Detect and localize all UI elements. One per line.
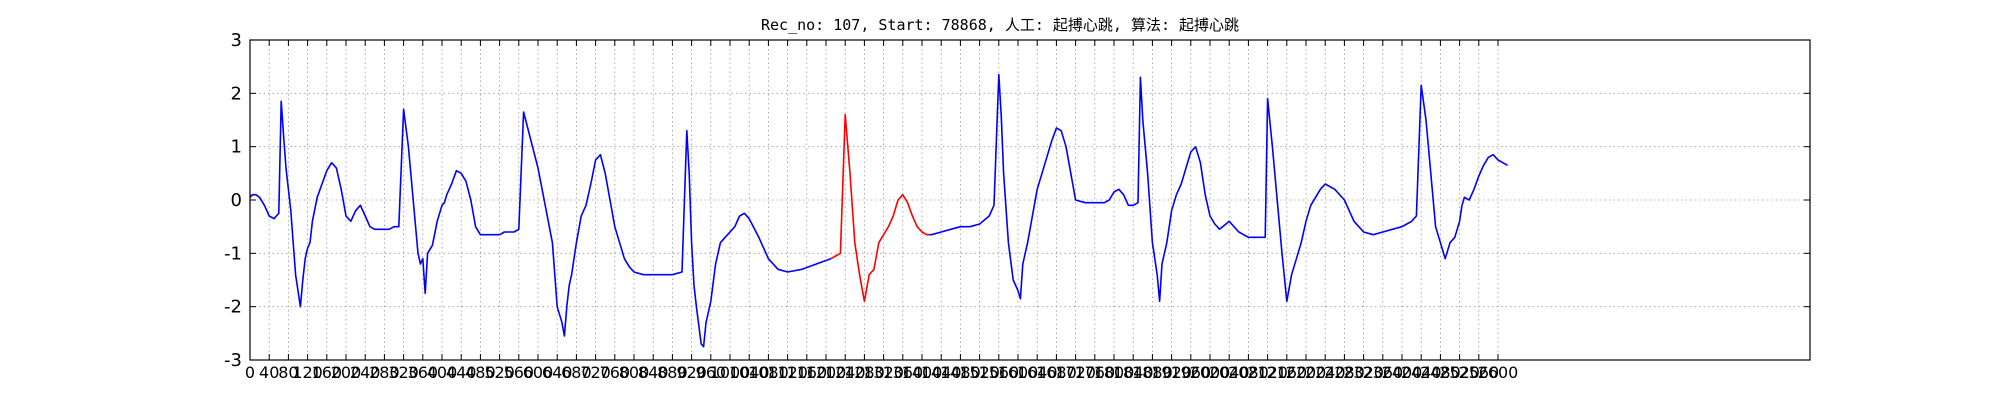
x-tick-label: 2600 [1478, 363, 1519, 382]
y-tick-label: 3 [231, 30, 242, 51]
x-tick-label: 2160 [1266, 363, 1307, 382]
x-tick-label: 440 [446, 363, 477, 382]
x-tick-label: 840 [638, 363, 669, 382]
x-tick-label: 2560 [1458, 363, 1499, 382]
y-tick-label: -3 [224, 350, 242, 371]
x-tick-label: 2080 [1228, 363, 1269, 382]
x-tick-label: 2040 [1209, 363, 1250, 382]
x-tick-label: 1640 [1017, 363, 1058, 382]
ecg-series-line-3 [1461, 153, 1508, 206]
x-tick-label: 40 [259, 363, 279, 382]
x-tick-label: 2120 [1247, 363, 1288, 382]
x-tick-label: 1880 [1132, 363, 1173, 382]
x-tick-label: 2480 [1420, 363, 1461, 382]
x-tick-label: 400 [427, 363, 458, 382]
x-tick-label: 1800 [1094, 363, 1135, 382]
x-tick-label: 960 [696, 363, 727, 382]
x-tick-label: 80 [278, 363, 298, 382]
x-tick-label: 1680 [1036, 363, 1077, 382]
y-tick-label: 0 [231, 190, 242, 211]
x-tick-label: 200 [331, 363, 362, 382]
x-tick-label: 720 [580, 363, 611, 382]
x-tick-label: 360 [408, 363, 439, 382]
data-series [249, 73, 1508, 348]
x-tick-label: 1440 [921, 363, 962, 382]
y-tick-label: 1 [231, 137, 242, 158]
y-tick-label: 2 [231, 83, 242, 104]
x-tick-label: 1360 [882, 363, 923, 382]
x-tick-label: 320 [388, 363, 419, 382]
x-tick-label: 120 [292, 363, 323, 382]
x-tick-label: 2400 [1382, 363, 1423, 382]
x-tick-label: 560 [504, 363, 535, 382]
x-tick-label: 1760 [1074, 363, 1115, 382]
x-tick-label: 1480 [940, 363, 981, 382]
x-tick-label: 1840 [1113, 363, 1154, 382]
x-tick-label: 2320 [1343, 363, 1384, 382]
x-tick-label: 0 [245, 363, 255, 382]
x-tick-label: 1400 [902, 363, 943, 382]
x-tick-label: 520 [484, 363, 515, 382]
x-tick-label: 800 [619, 363, 650, 382]
x-tick-label: 1000 [710, 363, 751, 382]
chart-title: Rec_no: 107, Start: 78868, 人工: 起搏心跳, 算法:… [761, 16, 1239, 34]
x-tick-label: 1240 [825, 363, 866, 382]
x-tick-label: 240 [350, 363, 381, 382]
ecg-series-line-1 [830, 113, 930, 303]
x-tick-label: 2360 [1362, 363, 1403, 382]
ecg-series-line-2 [929, 73, 1463, 303]
x-tick-label: 2520 [1439, 363, 1480, 382]
x-tick-label: 1200 [806, 363, 847, 382]
x-tick-label: 2440 [1401, 363, 1442, 382]
x-tick-label: 1920 [1151, 363, 1192, 382]
x-tick-label: 1120 [767, 363, 808, 382]
ecg-series-line-0 [249, 100, 832, 348]
grid-lines [249, 39, 1810, 361]
y-tick-label: -2 [224, 297, 242, 318]
x-tick-label: 1320 [863, 363, 904, 382]
x-tick-label: 1960 [1170, 363, 1211, 382]
x-tick-label: 640 [542, 363, 573, 382]
x-tick-label: 1520 [959, 363, 1000, 382]
x-tick-label: 2280 [1324, 363, 1365, 382]
x-tick-label: 280 [369, 363, 400, 382]
x-tick-label: 1040 [729, 363, 770, 382]
x-tick-label: 760 [600, 363, 631, 382]
x-tick-label: 2000 [1190, 363, 1231, 382]
x-tick-label: 880 [657, 363, 688, 382]
x-tick-label: 160 [312, 363, 343, 382]
x-tick-label: 1600 [998, 363, 1039, 382]
x-tick-label: 1560 [978, 363, 1019, 382]
x-tick-label: 2240 [1305, 363, 1346, 382]
x-tick-label: 1280 [844, 363, 885, 382]
x-tick-label: 2200 [1286, 363, 1327, 382]
x-tick-label: 480 [465, 363, 496, 382]
x-tick-label: 1720 [1055, 363, 1096, 382]
x-tick-label: 1080 [748, 363, 789, 382]
x-tick-label: 920 [676, 363, 707, 382]
x-tick-label: 1160 [786, 363, 827, 382]
x-tick-label: 680 [561, 363, 592, 382]
y-tick-label: -1 [224, 243, 242, 264]
x-tick-label: 600 [523, 363, 554, 382]
